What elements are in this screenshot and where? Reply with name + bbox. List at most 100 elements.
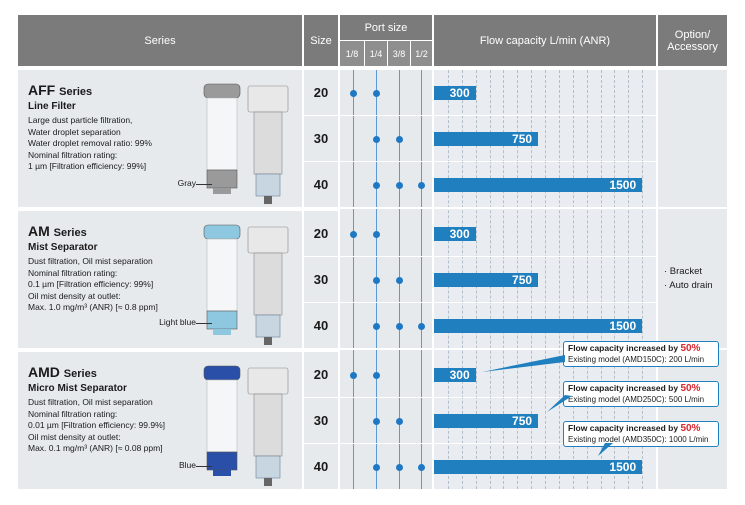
housing-head [247, 226, 289, 254]
callout-headline-text: Flow capacity increased by [568, 423, 681, 433]
port-available-dot [396, 322, 403, 330]
series-name: AM [28, 223, 50, 239]
port-line [421, 70, 422, 489]
option-cell [658, 70, 727, 489]
housing-sight [255, 173, 281, 197]
port-available-dot [396, 463, 403, 471]
header-option-accessory: Option/Accessory [658, 15, 727, 66]
flow-increase-callout: Flow capacity increased by 50% Existing m… [563, 341, 719, 367]
series-name: AMD [28, 364, 60, 380]
port-available-dot [373, 463, 380, 471]
filter-product-illustration [203, 224, 289, 345]
callout-headline-text: Flow capacity increased by [568, 383, 681, 393]
flow-bar: 300 [434, 226, 476, 241]
flow-gridline [558, 70, 560, 489]
size-cell: 30 [304, 257, 338, 302]
port-available-dot [373, 89, 380, 97]
group-separator [18, 207, 727, 209]
flow-increase-callout: Flow capacity increased by 50% Existing m… [563, 421, 719, 447]
port-available-dot [373, 181, 380, 189]
flow-bar: 1500 [434, 459, 643, 474]
header-option-line1: Option/ [674, 28, 711, 41]
element-color-label: Light blue [159, 317, 196, 327]
port-available-dot [373, 371, 380, 379]
element-body [206, 97, 238, 171]
header-flow-capacity: Flow capacity L/min (ANR) [434, 15, 656, 66]
size-cell: 40 [304, 162, 338, 207]
flow-bar-value: 300 [449, 367, 470, 382]
element-color-label: Gray [177, 178, 196, 188]
callout-percent: 50% [680, 383, 701, 394]
row-separator [340, 256, 656, 257]
port-available-dot [396, 417, 403, 425]
element-base [206, 169, 238, 189]
size-cell: 20 [304, 211, 338, 256]
flow-bar-value: 1500 [609, 318, 637, 333]
housing-sight [255, 455, 281, 479]
series-name-suffix: Series [63, 368, 97, 380]
color-label-leader [196, 323, 212, 324]
option-item: · Bracket [664, 266, 703, 277]
housing-drain [264, 478, 272, 486]
flow-bar: 750 [434, 131, 539, 146]
housing-bowl [253, 252, 283, 316]
group-separator [18, 348, 727, 350]
header-series: Series [18, 15, 302, 66]
element-foot [213, 329, 231, 335]
flow-bar-value: 1500 [609, 177, 637, 192]
flow-bar: 300 [434, 367, 476, 382]
port-available-dot [418, 463, 425, 471]
callout-existing-model: Existing model (AMD150C): 200 L/min [568, 355, 705, 364]
flow-gridline [642, 70, 644, 489]
series-name-suffix: Series [59, 86, 93, 98]
port-available-dot [418, 322, 425, 330]
port-available-dot [350, 230, 357, 238]
flow-gridline [600, 70, 602, 489]
color-label-leader [196, 184, 212, 185]
element-cap [203, 224, 241, 240]
flow-bar: 750 [434, 413, 539, 428]
row-separator [340, 397, 656, 398]
flow-bar-value: 750 [512, 413, 533, 428]
port-column [340, 70, 432, 489]
element-foot [213, 470, 231, 476]
row-separator [340, 443, 656, 444]
housing-drain [264, 337, 272, 345]
housing-bowl [253, 111, 283, 175]
housing-drain [264, 196, 272, 204]
header-port-size: Port size [340, 15, 432, 40]
element-base [206, 451, 238, 471]
port-line [353, 70, 354, 489]
flow-bar: 750 [434, 272, 539, 287]
size-cell: 20 [304, 70, 338, 115]
series-title: AM Series [28, 223, 87, 239]
element-foot [213, 188, 231, 194]
housing-head [247, 85, 289, 113]
flow-gridline [572, 70, 574, 489]
callout-percent: 50% [680, 423, 701, 434]
flow-bar-value: 300 [449, 85, 470, 100]
housing-head [247, 367, 289, 395]
header-port-0: 1/8 [340, 41, 364, 66]
port-available-dot [373, 322, 380, 330]
flow-bar: 300 [434, 85, 476, 100]
element-cap [203, 83, 241, 99]
port-available-dot [373, 135, 380, 143]
housing-bowl [253, 393, 283, 457]
header-port-2: 3/8 [388, 41, 410, 66]
element-color-label: Blue [178, 460, 196, 470]
header-option-line2: Accessory [667, 40, 718, 53]
series-description: Large dust particle filtration, Water dr… [28, 115, 152, 171]
series-description: Dust filtration, Oil mist separation Nom… [28, 397, 166, 453]
color-label-leader [196, 466, 212, 467]
flow-gridline [628, 70, 630, 489]
callout-headline: Flow capacity increased by 50% [568, 423, 714, 434]
port-available-dot [350, 89, 357, 97]
row-separator [340, 115, 656, 116]
housing-sight [255, 314, 281, 338]
series-subtitle: Micro Mist Separator [28, 383, 127, 394]
callout-headline-text: Flow capacity increased by [568, 343, 681, 353]
series-description: Dust filtration, Oil mist separation Nom… [28, 256, 158, 312]
element-body [206, 379, 238, 453]
series-title: AMD Series [28, 364, 97, 380]
